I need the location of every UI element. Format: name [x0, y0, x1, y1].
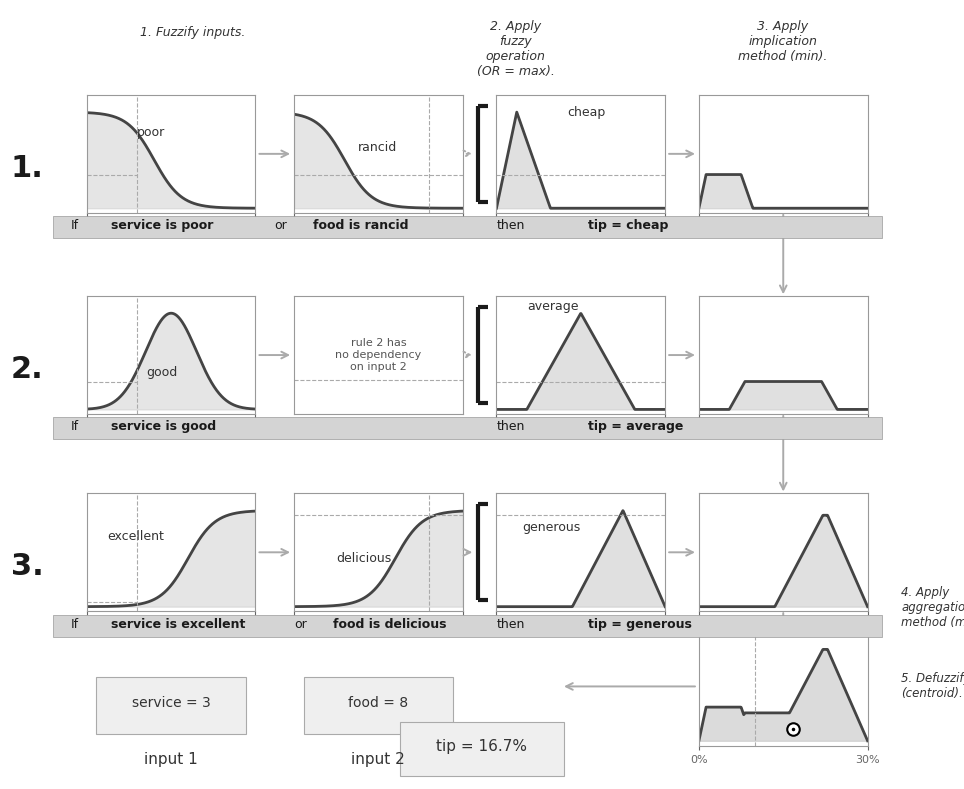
Text: or: or	[294, 618, 307, 630]
Text: service is excellent: service is excellent	[111, 618, 245, 630]
Text: 3.: 3.	[11, 552, 43, 581]
Text: rancid: rancid	[359, 141, 397, 155]
Text: average: average	[526, 300, 578, 313]
Text: service = 3: service = 3	[132, 696, 210, 710]
Text: 3. Apply
implication
method (min).: 3. Apply implication method (min).	[738, 20, 827, 62]
Text: tip = generous: tip = generous	[588, 618, 692, 630]
Text: If: If	[70, 219, 78, 232]
Text: food is delicious: food is delicious	[333, 618, 446, 630]
Text: good: good	[146, 366, 177, 380]
Text: generous: generous	[522, 521, 580, 534]
Text: or: or	[275, 219, 287, 232]
Text: tip = 16.7%: tip = 16.7%	[437, 739, 527, 754]
Text: If: If	[70, 618, 78, 630]
Text: rule 2 has
no dependency
on input 2: rule 2 has no dependency on input 2	[335, 338, 421, 372]
Text: 2.: 2.	[11, 355, 43, 383]
Text: input 1: input 1	[145, 752, 198, 768]
Text: input 2: input 2	[352, 752, 405, 768]
Text: then: then	[496, 421, 524, 433]
Text: 5. Defuzzify
(centroid).: 5. Defuzzify (centroid).	[901, 672, 964, 701]
Text: poor: poor	[138, 126, 166, 139]
Text: tip = cheap: tip = cheap	[588, 219, 668, 232]
Text: food is rancid: food is rancid	[313, 219, 409, 232]
Text: If: If	[70, 421, 78, 433]
Text: excellent: excellent	[107, 530, 164, 544]
Text: 2. Apply
fuzzy
operation
(OR = max).: 2. Apply fuzzy operation (OR = max).	[477, 20, 554, 78]
Text: service is poor: service is poor	[111, 219, 213, 232]
Text: 4. Apply
aggregation
method (max).: 4. Apply aggregation method (max).	[901, 586, 964, 629]
Text: 1. Fuzzify inputs.: 1. Fuzzify inputs.	[140, 25, 246, 39]
Text: food = 8: food = 8	[348, 696, 409, 710]
Text: delicious: delicious	[336, 552, 391, 565]
Text: cheap: cheap	[567, 106, 605, 119]
Text: 1.: 1.	[11, 154, 43, 182]
Text: tip = average: tip = average	[588, 421, 683, 433]
Text: then: then	[496, 618, 524, 630]
Text: service is good: service is good	[111, 421, 216, 433]
Text: then: then	[496, 219, 524, 232]
